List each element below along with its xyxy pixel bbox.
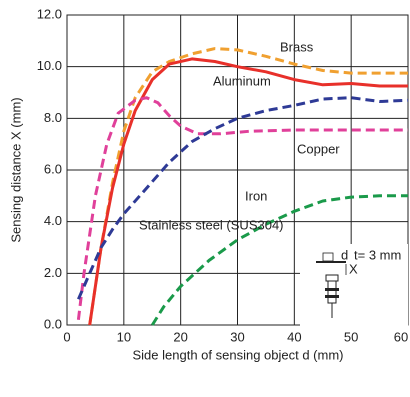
x-tick-label: 20 (173, 329, 187, 344)
series-label: Aluminum (213, 73, 271, 88)
y-axis-title: Sensing distance X (mm) (8, 97, 23, 242)
y-tick-label: 10.0 (37, 58, 62, 73)
x-tick-label: 50 (344, 329, 358, 344)
x-tick-label: 40 (287, 329, 301, 344)
y-tick-label: 8.0 (44, 110, 62, 125)
series-label: Iron (245, 188, 267, 203)
series-line (76, 96, 408, 320)
series-label: Stainless steel (SUS304) (139, 217, 284, 232)
series-label: Brass (280, 39, 314, 54)
diagram-bg (300, 244, 408, 328)
diagram-label: X (349, 261, 358, 276)
sensor-diagram: d X t= 3 mm (300, 244, 408, 328)
x-tick-label: 30 (230, 329, 244, 344)
y-tick-label: 12.0 (37, 6, 62, 21)
y-tick-label: 4.0 (44, 213, 62, 228)
x-tick-label: 10 (117, 329, 131, 344)
sensor-body (327, 280, 337, 304)
target-outline (322, 252, 334, 262)
sensor-head (325, 274, 339, 282)
sensor-nut (325, 288, 339, 291)
y-tick-label: 0.0 (44, 316, 62, 331)
series-label: Copper (297, 141, 340, 156)
x-tick-label: 0 (63, 329, 70, 344)
x-tick-label: 60 (394, 329, 408, 344)
diagram-label: d (341, 247, 348, 262)
series-line (88, 47, 408, 326)
series-line (151, 194, 408, 326)
y-tick-label: 6.0 (44, 161, 62, 176)
sensor-nut (325, 295, 339, 298)
diagram-label: t= 3 mm (354, 247, 401, 262)
y-tick-label: 2.0 (44, 265, 62, 280)
series-line (88, 57, 408, 326)
x-axis-title: Side length of sensing object d (mm) (133, 347, 344, 362)
